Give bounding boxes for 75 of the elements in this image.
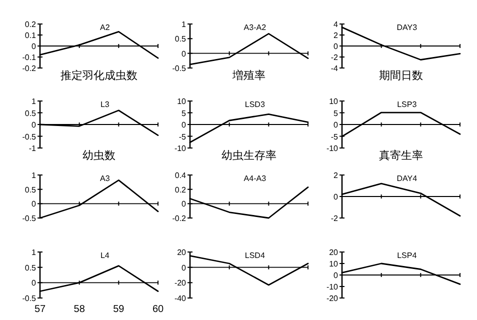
y-tick-label: 0.4 (174, 171, 187, 180)
x-axis-title: 推定羽化成虫数 (60, 69, 138, 82)
y-tick-label: 0 (182, 263, 187, 272)
chart-title: LSD3 (244, 100, 266, 109)
y-tick-label: 0.5 (24, 185, 37, 194)
chart-title: A3-A2 (244, 23, 267, 32)
y-tick-label: -4 (330, 64, 339, 73)
y-tick-label: 2 (334, 31, 339, 40)
y-tick-label: -2 (330, 214, 339, 223)
x-tick-label: 57 (34, 304, 46, 315)
y-tick-label: 4 (334, 20, 339, 29)
y-tick-label: 5 (334, 108, 339, 118)
y-tick-label: 1 (32, 248, 37, 257)
y-tick-label: -10 (326, 282, 339, 292)
y-tick-label: -5 (178, 132, 187, 142)
y-tick-label: 0 (182, 200, 187, 209)
x-tick-label: 58 (74, 304, 86, 315)
y-tick-label: 20 (329, 248, 339, 257)
y-tick-label: 0 (32, 200, 37, 209)
y-tick-label: 10 (329, 97, 339, 106)
y-tick-label: -0.5 (172, 64, 187, 73)
x-tick-label: 60 (152, 304, 164, 315)
y-tick-label: 0 (334, 42, 339, 51)
y-tick-label: 10 (177, 97, 187, 106)
chart-title: LSD4 (244, 251, 266, 260)
y-tick-label: -1 (28, 144, 37, 153)
y-tick-label: 0 (32, 278, 37, 288)
x-axis-title: 増殖率 (232, 69, 266, 82)
y-tick-label: 0.2 (174, 185, 187, 194)
y-tick-label: 1 (182, 20, 187, 29)
y-tick-label: 1 (32, 171, 37, 180)
x-axis-title: 幼虫数 (82, 149, 116, 162)
chart-title: LSP3 (397, 100, 418, 109)
chart-title: DAY4 (396, 174, 418, 183)
y-tick-label: 2 (334, 171, 339, 180)
y-tick-label: 0 (182, 120, 187, 130)
y-tick-label: 1 (32, 97, 37, 106)
y-tick-label: -40 (174, 294, 187, 303)
chart-title: L3 (100, 100, 110, 109)
y-tick-label: -0.2 (22, 64, 37, 73)
y-tick-label: -2 (330, 53, 339, 62)
y-tick-label: -0.5 (22, 132, 37, 142)
y-tick-label: 0.5 (174, 34, 187, 44)
chart-title: A4-A3 (244, 174, 267, 183)
y-tick-label: -0.5 (22, 214, 37, 223)
y-tick-label: 0.2 (24, 20, 37, 29)
chart-title: DAY3 (396, 23, 418, 32)
y-tick-label: -5 (330, 132, 339, 142)
chart-title: A2 (100, 23, 110, 32)
y-tick-label: 0 (334, 192, 339, 202)
y-tick-label: 0.1 (24, 31, 37, 40)
y-tick-label: -0.1 (22, 53, 37, 62)
y-tick-label: -20 (326, 294, 339, 303)
chart-title: A3 (100, 174, 110, 183)
x-axis-title: 幼虫生存率 (222, 149, 276, 162)
y-tick-label: -0.2 (172, 214, 187, 223)
y-tick-label: -0.5 (22, 294, 37, 303)
chart-title: LSP4 (397, 251, 418, 260)
y-tick-label: 0 (32, 120, 37, 130)
chart-title: L4 (100, 251, 110, 260)
x-axis-title: 期間日数 (379, 70, 423, 82)
y-tick-label: -10 (174, 144, 187, 153)
y-tick-label: 0 (334, 271, 339, 280)
x-axis-title: 真寄生率 (379, 149, 423, 162)
y-tick-label: 0 (32, 42, 37, 51)
y-tick-label: 20 (177, 248, 187, 257)
y-tick-label: 5 (182, 108, 187, 118)
y-tick-label: -10 (326, 144, 339, 153)
y-tick-label: 0.5 (24, 263, 37, 272)
x-tick-label: 59 (113, 304, 125, 315)
y-tick-label: 0 (182, 49, 187, 58)
y-tick-label: 0 (334, 120, 339, 130)
y-tick-label: 0.5 (24, 108, 37, 118)
y-tick-label: -20 (174, 278, 187, 288)
y-tick-label: 10 (329, 260, 339, 268)
